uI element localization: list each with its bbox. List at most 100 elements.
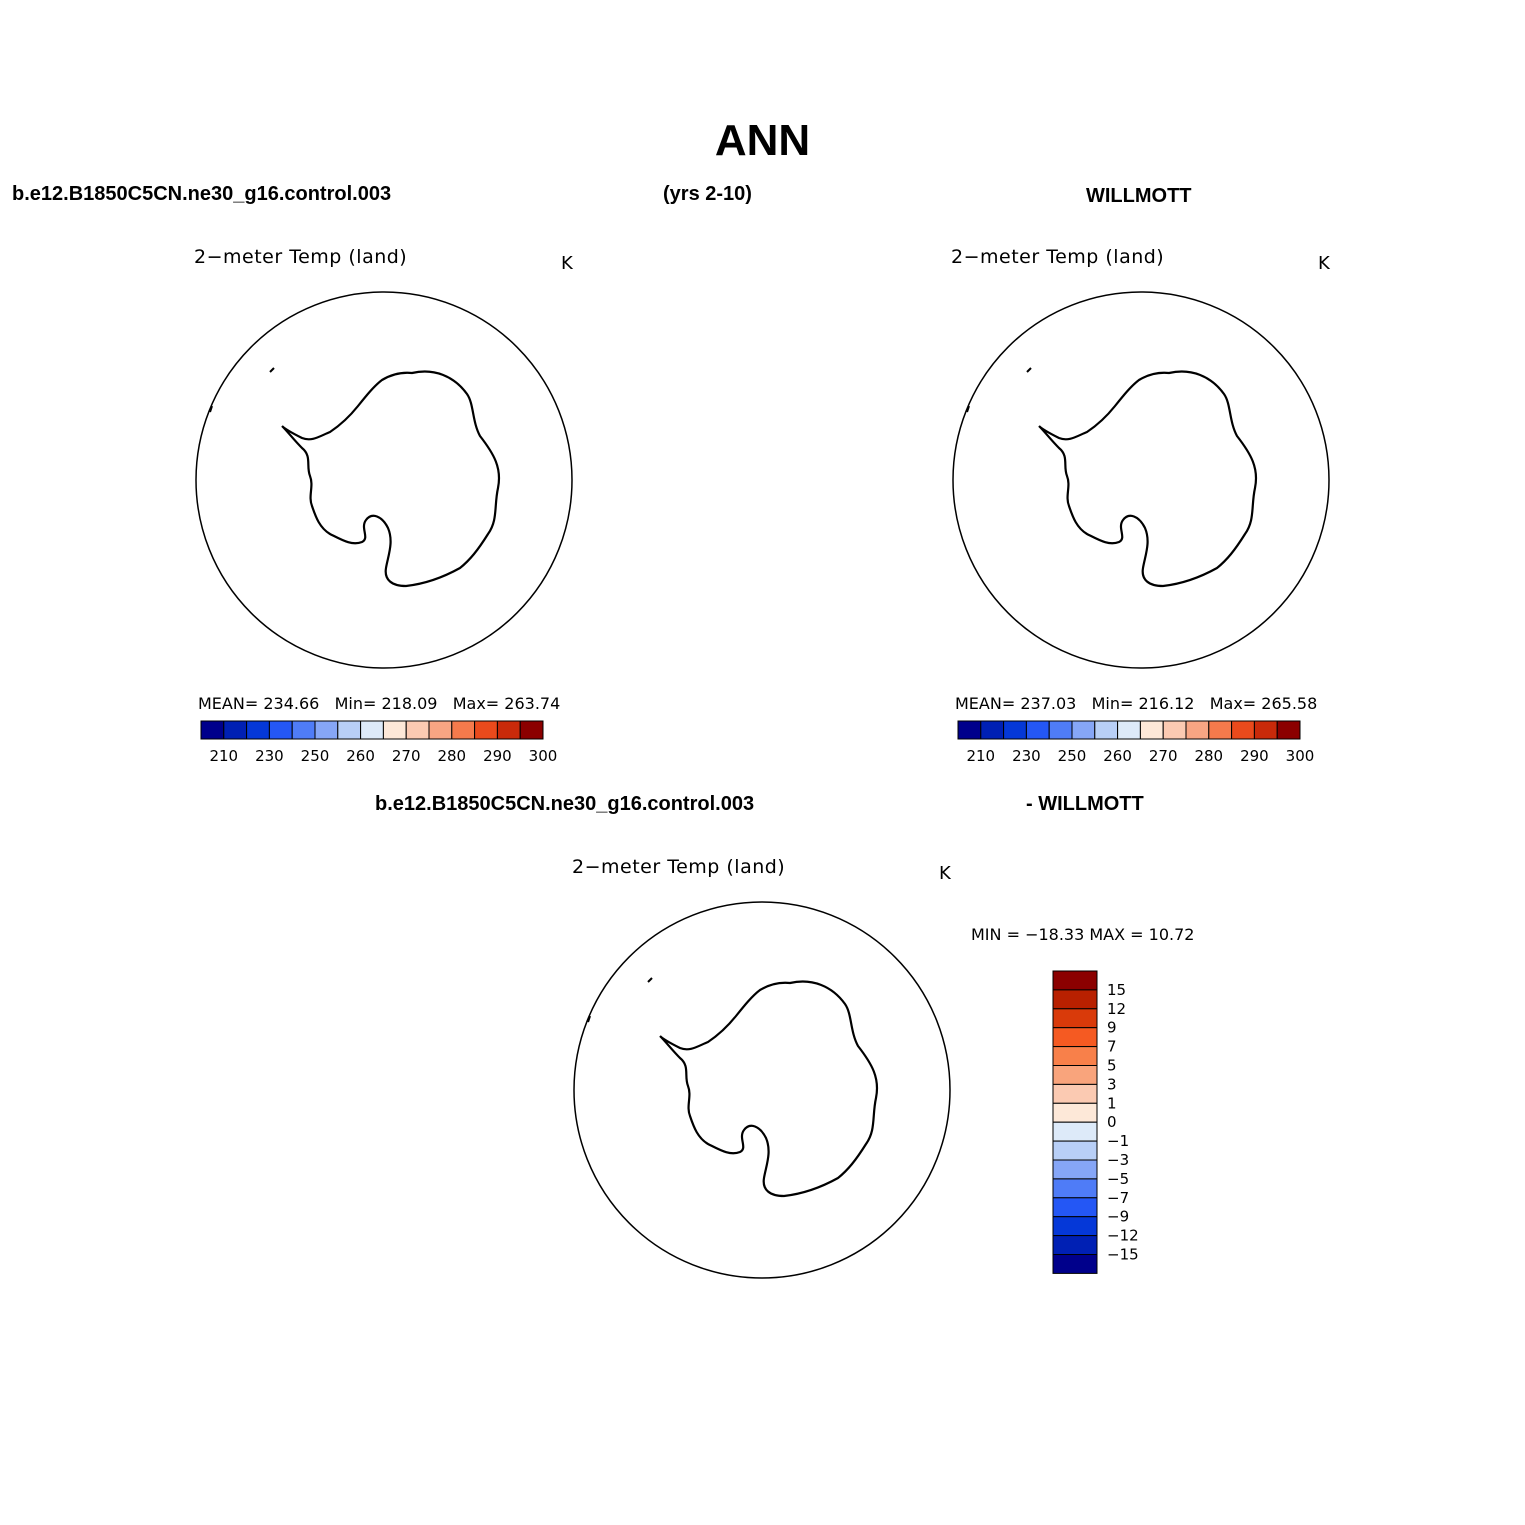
max-label: Max= [452,694,500,713]
obs-header: WILLMOTT [1086,185,1192,207]
colorbar-swatch [1094,720,1119,740]
colorbar-swatch [1052,1140,1098,1161]
colorbar-tick-label: 210 [966,747,995,765]
colorbar-tick-label: 270 [392,747,421,765]
diff-obs-header: - WILLMOTT [1026,793,1144,815]
obs-units: K [1318,253,1330,274]
colorbar-tick-label: 260 [1103,747,1132,765]
obs-variable-title: 2−meter Temp (land) [951,246,1165,268]
mean-value: 234.66 [263,694,320,713]
colorbar-swatch [268,720,293,740]
colorbar-tick-label: 230 [1012,747,1041,765]
min-label: Min= [1091,694,1134,713]
years-header: (yrs 2-10) [663,183,752,205]
diff-units: K [939,863,951,884]
colorbar-swatch [1052,1235,1098,1255]
figure-title: ANN [714,116,811,165]
colorbar-swatch [1052,1027,1098,1048]
mean-label: MEAN= [955,694,1016,713]
colorbar-swatch [519,720,544,740]
colorbar-swatch [291,720,316,740]
colorbar-swatch [382,720,407,740]
colorbar-swatch [451,720,476,740]
colorbar-swatch [1052,1216,1098,1237]
colorbar-swatch [1048,720,1073,740]
colorbar-swatch [1003,720,1027,740]
max-label: Max= [1209,694,1257,713]
colorbar-swatch [337,720,362,740]
min-value: 216.12 [1138,694,1195,713]
colorbar-swatch [405,720,430,740]
obs-map [952,291,1330,669]
colorbar-tick-label: −3 [1107,1151,1129,1169]
colorbar-swatch [1117,720,1141,740]
colorbar-tick-label: −5 [1107,1170,1129,1188]
colorbar-swatch [1185,720,1210,740]
colorbar-tick-label: 250 [1058,747,1087,765]
diff-variable-title: 2−meter Temp (land) [572,856,786,878]
colorbar-tick-label: −12 [1107,1227,1139,1245]
colorbar-swatch [1052,1159,1098,1180]
obs-colorbar: 210 230 250 260 270 280 290 300 [957,720,1315,765]
colorbar-tick-label: 15 [1107,981,1126,999]
colorbar-swatch [246,720,270,740]
colorbar-swatch [1025,720,1050,740]
model-map [195,291,573,669]
obs-stats: MEAN= 237.03 Min= 216.12 Max= 265.58 [955,694,1317,713]
colorbar-tick-label: 230 [255,747,284,765]
colorbar-swatch [957,720,982,740]
min-label: Min= [334,694,377,713]
colorbar-swatch [980,720,1005,740]
colorbar-tick-label: −1 [1107,1132,1129,1150]
obs-map-boundary [952,291,1330,669]
colorbar-swatch [223,720,248,740]
model-map-boundary [195,291,573,669]
colorbar-swatch [1052,1083,1098,1104]
colorbar-swatch [1052,1197,1098,1218]
colorbar-tick-label: 5 [1107,1057,1117,1075]
colorbar-tick-label: 280 [437,747,466,765]
mean-label: MEAN= [198,694,259,713]
colorbar-swatch [1052,1008,1098,1029]
colorbar-tick-label: 290 [1240,747,1269,765]
colorbar-tick-label: 300 [1286,747,1315,765]
colorbar-swatch [1231,720,1255,740]
colorbar-tick-label: 300 [529,747,558,765]
colorbar-swatch [1052,1102,1098,1123]
min-value: 218.09 [381,694,438,713]
max-value: 265.58 [1261,694,1318,713]
colorbar-swatch [314,720,339,740]
colorbar-tick-label: 0 [1107,1113,1117,1131]
colorbar-tick-label: 270 [1149,747,1178,765]
colorbar-swatch [360,720,384,740]
colorbar-swatch [1253,720,1278,740]
colorbar-swatch [200,720,225,740]
mean-value: 237.03 [1020,694,1077,713]
diff-minmax: MIN = −18.33 MAX = 10.72 [971,925,1195,944]
colorbar-swatch [1162,720,1187,740]
colorbar-tick-label: 290 [483,747,512,765]
colorbar-swatch [1052,970,1098,991]
model-colorbar: 210 230 250 260 270 280 290 300 [200,720,558,765]
model-variable-title: 2−meter Temp (land) [194,246,408,268]
colorbar-tick-label: 210 [209,747,238,765]
colorbar-swatch [496,720,521,740]
model-units: K [561,253,573,274]
colorbar-swatch [474,720,498,740]
colorbar-swatch [1276,720,1301,740]
colorbar-tick-label: 260 [346,747,375,765]
colorbar-tick-label: −7 [1107,1189,1129,1207]
colorbar-tick-label: 7 [1107,1038,1117,1056]
colorbar-swatch [1052,1065,1098,1085]
colorbar-swatch [1052,1254,1098,1274]
colorbar-tick-label: 250 [301,747,330,765]
colorbar-tick-label: −9 [1107,1208,1129,1226]
diff-map [573,901,951,1279]
model-stats: MEAN= 234.66 Min= 218.09 Max= 263.74 [198,694,560,713]
colorbar-swatch [1052,1046,1098,1066]
max-value: 263.74 [504,694,561,713]
colorbar-tick-label: 280 [1194,747,1223,765]
colorbar-swatch [1208,720,1233,740]
